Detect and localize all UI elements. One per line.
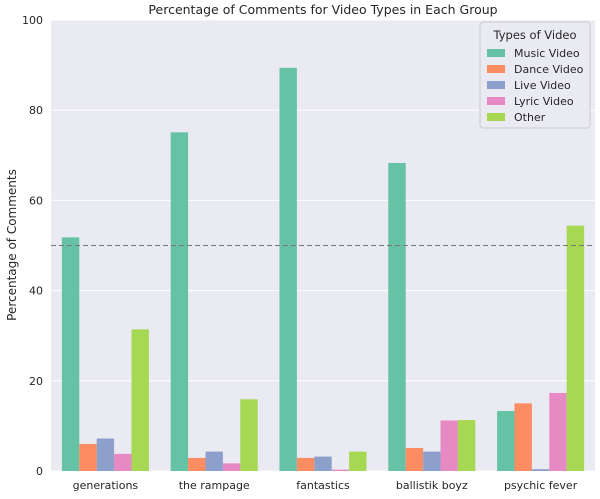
bar-other: [240, 399, 258, 471]
bar-live-video: [205, 451, 223, 471]
bar-lyric-video: [114, 453, 132, 471]
bar-music-video: [388, 162, 406, 472]
bar-other: [457, 420, 476, 471]
legend-swatch: [487, 81, 505, 89]
bar-dance-video: [79, 443, 97, 471]
x-tick-label: psychic fever: [504, 479, 578, 492]
y-tick-label: 40: [29, 285, 43, 298]
x-ticks: generations the rampage fantastics ballisti…: [73, 479, 578, 492]
bar-lyric-video: [440, 420, 458, 471]
x-tick-label: the rampage: [179, 479, 250, 492]
legend-swatch: [487, 49, 505, 57]
chart-title: Percentage of Comments for Video Types i…: [148, 2, 497, 17]
y-tick-label: 20: [29, 375, 43, 388]
bar-lyric-video: [331, 469, 350, 471]
x-tick-label: ballistik boyz: [396, 479, 468, 492]
bars: [61, 67, 585, 472]
bar-other: [131, 329, 149, 471]
bar-music-video: [279, 67, 297, 471]
bar-dance-video: [296, 457, 315, 471]
bar-other: [349, 451, 367, 471]
bar-live-video: [314, 456, 332, 471]
legend-swatch: [487, 97, 505, 105]
bar-lyric-video: [222, 463, 241, 471]
y-tick-label: 0: [36, 465, 43, 478]
legend-label: Lyric Video: [514, 95, 574, 108]
legend-title: Types of Video: [492, 28, 576, 42]
bar-other: [566, 225, 585, 471]
bar-lyric-video: [549, 392, 567, 471]
bar-dance-video: [188, 457, 206, 471]
y-axis-label: Percentage of Comments: [5, 169, 19, 321]
legend-box: [479, 21, 591, 129]
y-tick-label: 100: [22, 14, 43, 27]
legend-label: Other: [514, 111, 546, 124]
x-tick-label: generations: [73, 479, 139, 492]
legend-label: Live Video: [514, 79, 571, 92]
bar-live-video: [96, 438, 115, 471]
bar-music-video: [61, 237, 80, 471]
bar-live-video: [423, 451, 441, 471]
bar-music-video: [170, 132, 189, 471]
y-tick-label: 80: [29, 104, 43, 117]
legend-label: Music Video: [514, 47, 580, 60]
legend-swatch: [487, 113, 505, 121]
legend-swatch: [487, 65, 505, 73]
bar-dance-video: [405, 447, 424, 471]
x-tick-label: fantastics: [296, 479, 350, 492]
y-ticks: 0 20 40 60 80 100: [22, 14, 43, 478]
bar-live-video: [531, 469, 550, 471]
legend-label: Dance Video: [514, 63, 584, 76]
legend: Types of Video Music Video Dance Video Liv…: [479, 21, 591, 129]
bar-dance-video: [514, 403, 532, 471]
y-tick-label: 60: [29, 194, 43, 207]
bar-music-video: [497, 411, 515, 471]
